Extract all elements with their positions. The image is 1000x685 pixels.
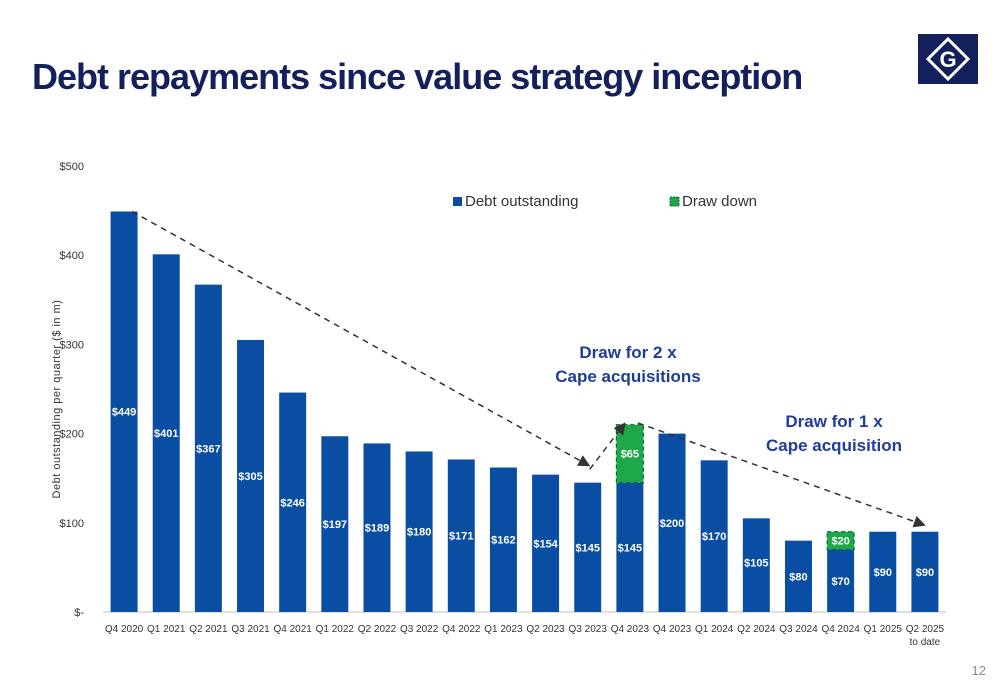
x-tick-label: Q4 2024 <box>821 624 860 635</box>
y-tick-label: $500 <box>60 161 84 173</box>
debt-bar <box>827 549 855 612</box>
debt-data-label: $90 <box>874 567 892 579</box>
annotation-text: Draw for 2 x <box>579 343 677 362</box>
y-tick-label: $- <box>74 607 84 619</box>
debt-bar <box>742 518 770 612</box>
debt-data-label: $90 <box>916 567 934 579</box>
y-tick-label: $200 <box>60 429 84 441</box>
debt-data-label: $305 <box>238 471 262 483</box>
debt-bar <box>237 339 265 612</box>
page-number: 12 <box>971 663 986 678</box>
debt-data-label: $367 <box>196 443 220 455</box>
legend-label-draw-down: Draw down <box>682 193 757 210</box>
debt-data-label: $180 <box>407 527 431 539</box>
debt-bar <box>110 211 138 612</box>
x-tick-label: Q4 2023 <box>653 624 692 635</box>
x-tick-label: Q1 2023 <box>484 624 523 635</box>
debt-data-label: $145 <box>575 542 599 554</box>
x-tick-label: Q3 2023 <box>569 624 608 635</box>
x-tick-label: Q1 2025 <box>864 624 903 635</box>
debt-bar <box>574 482 602 612</box>
legend-label-debt: Debt outstanding <box>465 193 578 210</box>
debt-bar <box>321 436 349 612</box>
x-tick-label: Q2 2022 <box>358 624 397 635</box>
y-tick-label: $100 <box>60 518 84 530</box>
y-tick-label: $400 <box>60 250 84 262</box>
debt-bar <box>194 284 222 612</box>
annotation-text: Cape acquisitions <box>555 367 700 386</box>
debt-data-label: $162 <box>491 535 515 547</box>
x-tick-label: Q3 2021 <box>231 624 270 635</box>
debt-data-label: $246 <box>280 497 304 509</box>
debt-bar <box>279 392 307 612</box>
trend-arrow <box>589 422 626 470</box>
debt-data-label: $145 <box>618 542 642 554</box>
logo-letter: G <box>939 47 956 72</box>
debt-bar <box>363 443 391 612</box>
y-axis-label: Debt outstanding per quarter ($ in m) <box>51 300 63 499</box>
x-tick-label: Q2 2021 <box>189 624 228 635</box>
debt-bar <box>911 531 939 612</box>
x-tick-label: Q4 2023 <box>611 624 650 635</box>
debt-data-label: $401 <box>154 428 178 440</box>
annotation-text: Draw for 1 x <box>785 412 883 431</box>
x-tick-label: Q1 2024 <box>695 624 734 635</box>
debt-data-label: $197 <box>323 519 347 531</box>
x-tick-label: Q2 2023 <box>526 624 565 635</box>
debt-bar <box>532 474 560 612</box>
x-tick-label: Q4 2022 <box>442 624 481 635</box>
legend-swatch-draw-down <box>669 196 680 207</box>
debt-bar <box>489 467 517 612</box>
debt-data-label: $170 <box>702 531 726 543</box>
debt-data-label: $80 <box>789 571 807 583</box>
debt-bar <box>152 254 180 613</box>
x-tick-label: Q1 2022 <box>316 624 355 635</box>
debt-bar <box>658 433 686 612</box>
debt-data-label: $70 <box>831 576 849 588</box>
debt-data-label: $449 <box>112 407 136 419</box>
chart-axes: $- $100 $200 $300 $400 $500 Debt outstanding p… <box>51 161 946 648</box>
x-tick-label: Q2 2024 <box>737 624 776 635</box>
debt-bar <box>784 540 812 612</box>
debt-bar <box>405 451 433 612</box>
y-tick-label: $300 <box>60 339 84 351</box>
x-tick-label: Q1 2021 <box>147 624 186 635</box>
debt-data-label: $154 <box>533 538 558 550</box>
debt-bar <box>869 531 897 612</box>
draw-down-bar <box>826 531 855 551</box>
x-tick-label: Q3 2024 <box>779 624 818 635</box>
x-tick-label: Q4 2021 <box>273 624 312 635</box>
debt-bar <box>447 459 475 612</box>
slide-title: Debt repayments since value strategy inc… <box>32 56 803 97</box>
debt-bar <box>700 460 728 612</box>
x-tick-label: Q3 2022 <box>400 624 439 635</box>
debt-data-label: $189 <box>365 523 389 535</box>
debt-bar <box>616 482 644 612</box>
x-tick-label: Q4 2020 <box>105 624 144 635</box>
x-tick-label: Q2 2025 <box>906 624 945 635</box>
x-tick-label: to date <box>910 637 941 648</box>
trend-arrow <box>131 210 591 467</box>
company-logo: G <box>918 34 978 84</box>
draw-down-data-label: $20 <box>831 536 849 548</box>
annotation-text: Cape acquisition <box>766 436 902 455</box>
debt-data-label: $171 <box>449 531 473 543</box>
chart-overlay: Debt outstanding Draw down Draw for 2 x Cap… <box>131 193 926 528</box>
legend-swatch-debt <box>453 197 462 206</box>
chart-bars: $449 $401 $367 $305 $246 $197 $189 $180 $171 $162… <box>110 211 939 613</box>
debt-data-label: $200 <box>660 518 684 530</box>
debt-data-label: $105 <box>744 557 768 569</box>
draw-down-data-label: $65 <box>621 449 639 461</box>
